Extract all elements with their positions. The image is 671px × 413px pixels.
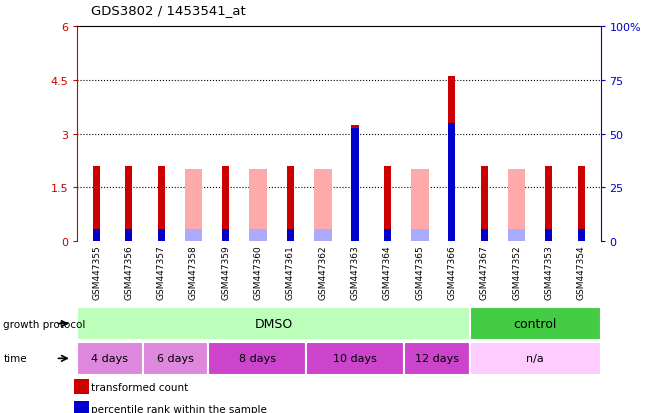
Bar bbox=[384, 229, 391, 242]
Text: GSM447355: GSM447355 bbox=[92, 245, 101, 299]
Bar bbox=[546, 229, 552, 242]
Bar bbox=[448, 123, 456, 242]
Text: GSM447354: GSM447354 bbox=[576, 245, 586, 299]
Bar bbox=[77, 342, 142, 375]
Bar bbox=[352, 129, 358, 242]
Bar bbox=[411, 229, 429, 242]
Bar bbox=[411, 170, 429, 242]
Bar bbox=[142, 342, 208, 375]
Bar bbox=[185, 229, 203, 242]
Text: GDS3802 / 1453541_at: GDS3802 / 1453541_at bbox=[91, 4, 246, 17]
Text: 12 days: 12 days bbox=[415, 354, 459, 363]
Bar bbox=[208, 342, 306, 375]
Bar bbox=[158, 229, 164, 242]
Text: GSM447360: GSM447360 bbox=[254, 245, 262, 299]
Text: control: control bbox=[513, 317, 557, 330]
Bar bbox=[314, 229, 331, 242]
Text: GSM447364: GSM447364 bbox=[383, 245, 392, 299]
Bar bbox=[508, 229, 525, 242]
Text: 4 days: 4 days bbox=[91, 354, 128, 363]
Bar bbox=[185, 170, 203, 242]
Text: GSM447363: GSM447363 bbox=[350, 245, 360, 299]
Bar bbox=[287, 229, 294, 242]
Bar bbox=[222, 166, 229, 242]
Bar bbox=[448, 77, 456, 242]
Bar bbox=[470, 342, 601, 375]
Bar bbox=[314, 170, 331, 242]
Text: n/a: n/a bbox=[526, 354, 544, 363]
Text: GSM447352: GSM447352 bbox=[512, 245, 521, 299]
Bar bbox=[404, 342, 470, 375]
Bar bbox=[546, 166, 552, 242]
Text: transformed count: transformed count bbox=[91, 382, 188, 392]
Text: DMSO: DMSO bbox=[254, 317, 293, 330]
Bar bbox=[249, 229, 267, 242]
Bar bbox=[578, 229, 584, 242]
Text: time: time bbox=[3, 354, 27, 363]
Bar bbox=[125, 229, 132, 242]
Bar bbox=[384, 166, 391, 242]
Text: growth protocol: growth protocol bbox=[3, 319, 86, 329]
Text: GSM447357: GSM447357 bbox=[156, 245, 166, 299]
Bar bbox=[77, 307, 470, 340]
Bar bbox=[125, 166, 132, 242]
Bar bbox=[480, 166, 488, 242]
Bar bbox=[470, 307, 601, 340]
Bar bbox=[222, 229, 229, 242]
Text: GSM447367: GSM447367 bbox=[480, 245, 488, 299]
Bar bbox=[480, 229, 488, 242]
Text: GSM447356: GSM447356 bbox=[124, 245, 134, 299]
Text: 8 days: 8 days bbox=[239, 354, 276, 363]
Text: GSM447359: GSM447359 bbox=[221, 245, 230, 299]
Bar bbox=[93, 166, 100, 242]
Text: GSM447361: GSM447361 bbox=[286, 245, 295, 299]
Text: percentile rank within the sample: percentile rank within the sample bbox=[91, 404, 266, 413]
Bar bbox=[508, 170, 525, 242]
Bar bbox=[352, 125, 358, 242]
Text: GSM447365: GSM447365 bbox=[415, 245, 424, 299]
Text: GSM447358: GSM447358 bbox=[189, 245, 198, 299]
Text: GSM447366: GSM447366 bbox=[448, 245, 456, 299]
Text: 6 days: 6 days bbox=[157, 354, 194, 363]
Bar bbox=[306, 342, 404, 375]
Bar bbox=[578, 166, 584, 242]
Bar bbox=[287, 166, 294, 242]
Text: GSM447362: GSM447362 bbox=[318, 245, 327, 299]
Text: 10 days: 10 days bbox=[333, 354, 377, 363]
Bar bbox=[249, 170, 267, 242]
Bar bbox=[93, 229, 100, 242]
Text: GSM447353: GSM447353 bbox=[544, 245, 554, 299]
Bar bbox=[158, 166, 164, 242]
